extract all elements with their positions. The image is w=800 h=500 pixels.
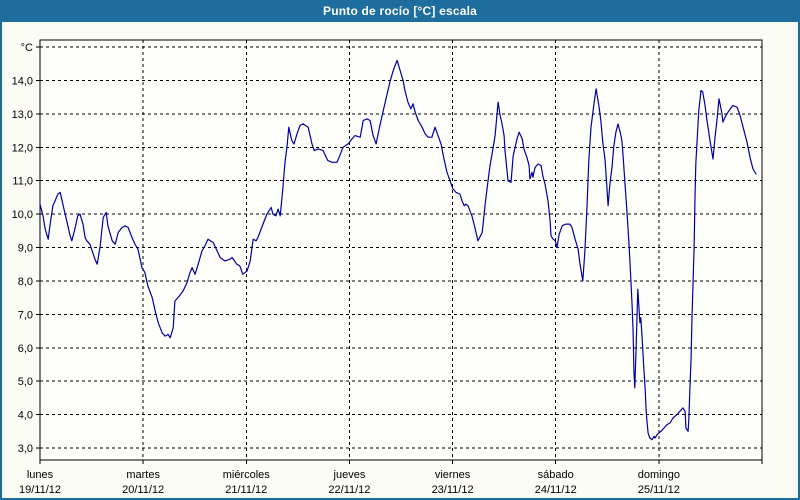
- y-tick-label: 10,0: [12, 209, 33, 221]
- y-tick-label: 13,0: [12, 109, 33, 121]
- x-axis-date-label: 22/11/12: [328, 484, 370, 496]
- chart-title: Punto de rocío [°C] escala: [322, 4, 478, 18]
- x-axis-day-label: lunes: [27, 469, 54, 481]
- x-axis-date-label: 21/11/12: [225, 484, 267, 496]
- x-axis-day-label: miércoles: [223, 469, 271, 481]
- y-tick-label: 6,0: [18, 343, 33, 355]
- y-tick-label: 5,0: [18, 376, 33, 388]
- x-axis-day-label: jueves: [333, 469, 366, 481]
- y-tick-label: 3,0: [18, 443, 33, 455]
- x-axis-date-label: 24/11/12: [535, 484, 577, 496]
- dew-point-series-line: [39, 59, 757, 441]
- x-axis-day-label: martes: [126, 469, 160, 481]
- plot-background: [40, 40, 762, 460]
- x-axis-day-label: sábado: [538, 469, 574, 481]
- dew-point-chart: °C 14,0 13,0 12,0 11,0 10,0 9,0 8,0 7,0 6,0 5,0 4,0…: [12, 39, 763, 496]
- x-axis-date-label: 23/11/12: [432, 484, 474, 496]
- x-axis-day-label: domingo: [638, 469, 680, 481]
- y-tick-label: 8,0: [18, 276, 33, 288]
- x-axis-date-label: 25/11/12: [638, 484, 680, 496]
- window-title-bar: Punto de rocío [°C] escala: [0, 0, 800, 22]
- y-tick-label: 7,0: [18, 309, 33, 321]
- x-axis-date-label: 20/11/12: [122, 484, 164, 496]
- plot-border: [39, 39, 763, 461]
- y-axis-unit-label: °C: [21, 42, 33, 54]
- x-axis-date-label: 19/11/12: [19, 484, 61, 496]
- x-axis-day-label: viernes: [435, 469, 471, 481]
- y-tick-label: 4,0: [18, 410, 33, 422]
- y-tick-label: 12,0: [12, 142, 33, 154]
- y-tick-label: 11,0: [12, 176, 33, 188]
- y-tick-label: 14,0: [12, 75, 33, 87]
- chart-area: °C 14,0 13,0 12,0 11,0 10,0 9,0 8,0 7,0 6,0 5,0 4,0…: [0, 22, 800, 500]
- y-tick-label: 9,0: [18, 243, 33, 255]
